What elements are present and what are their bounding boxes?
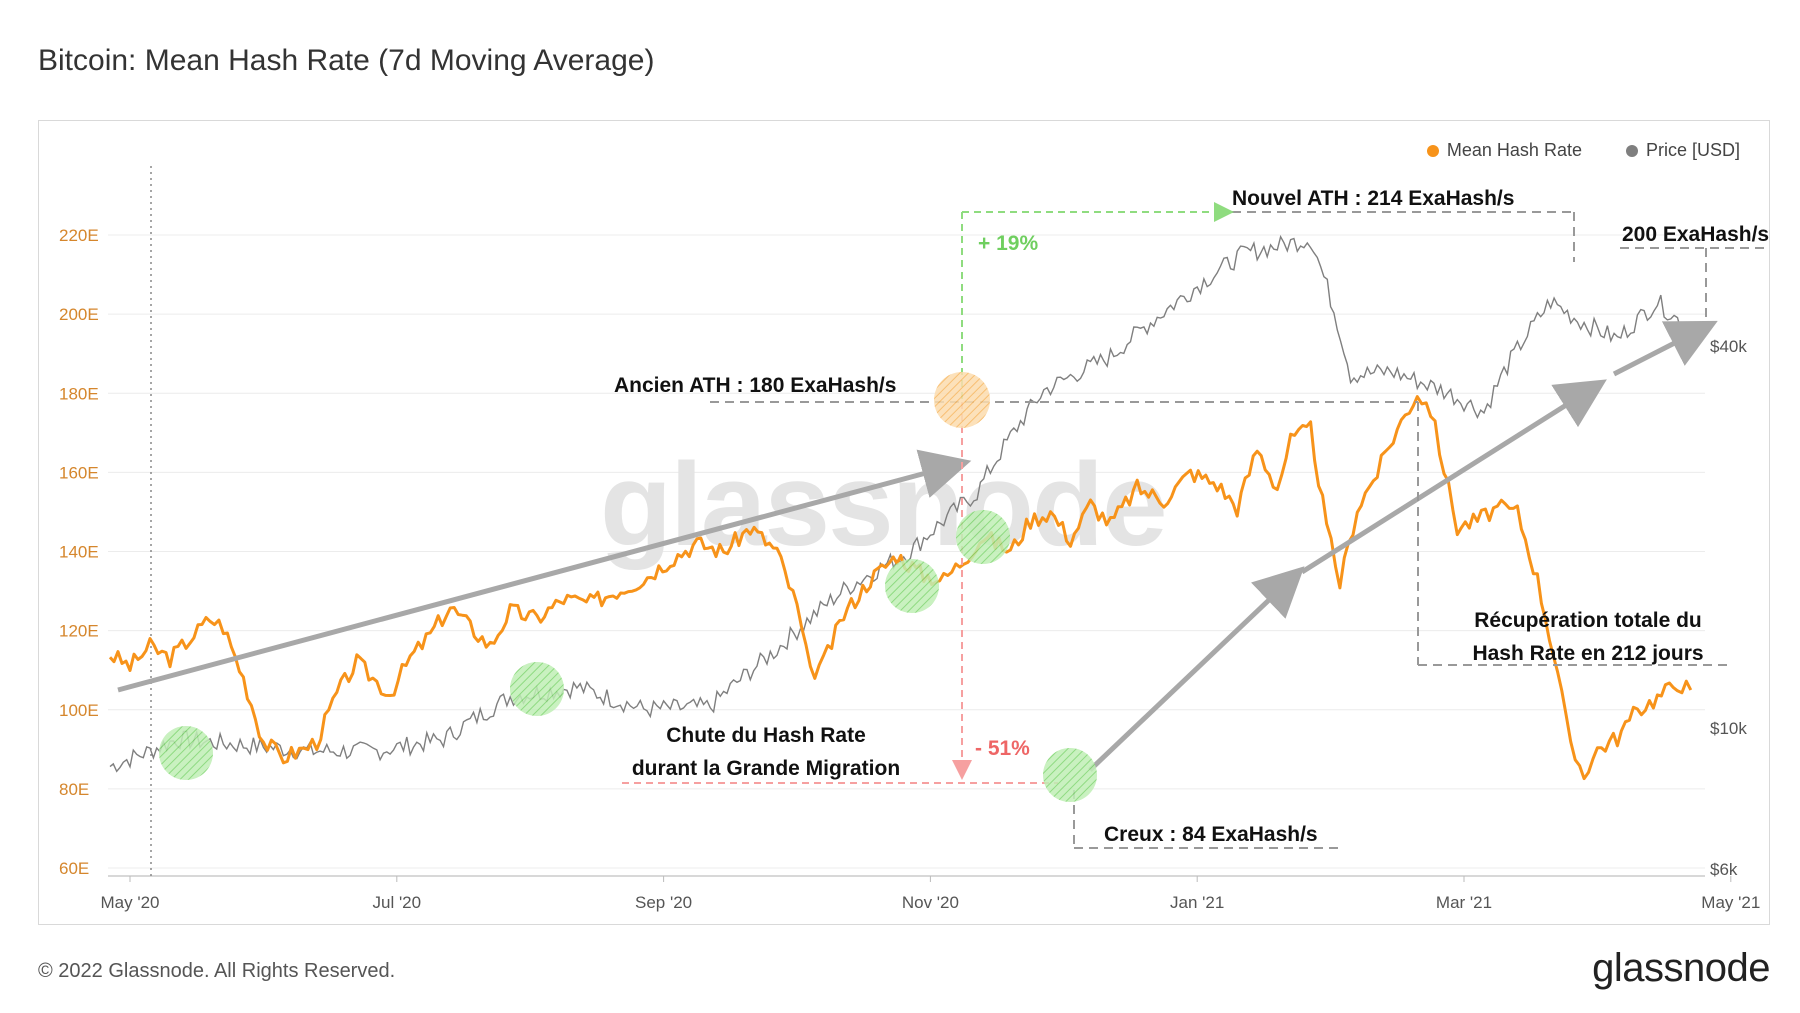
- y-tick-label-left: 180E: [59, 384, 99, 403]
- x-tick-label: May '20: [101, 893, 160, 912]
- x-tick-label: May '21: [1701, 893, 1760, 912]
- up-pct-label: + 19%: [978, 232, 1038, 255]
- hash-rate-line: [108, 395, 1693, 781]
- y-tick-label-left: 220E: [59, 226, 99, 245]
- drop-label-line1: Chute du Hash Rate: [666, 724, 866, 747]
- grid: [108, 234, 1705, 877]
- legend: Mean Hash Rate Price [USD]: [1426, 140, 1740, 161]
- y-tick-label-left: 80E: [59, 780, 89, 799]
- new-ath-label: Nouvel ATH : 214 ExaHash/s: [1232, 187, 1514, 210]
- price-dot-icon: [1625, 144, 1638, 157]
- level-200-label: 200 ExaHash/s: [1622, 223, 1769, 246]
- x-tick-label: Mar '21: [1436, 893, 1492, 912]
- trend-arrow-2: [1088, 566, 1305, 772]
- old-ath-circle: [934, 372, 990, 428]
- hash-dot-icon: [1426, 144, 1439, 157]
- x-tick-label: Sep '20: [635, 893, 692, 912]
- recovery-label-line1: Récupération totale du: [1474, 609, 1702, 632]
- glassnode-logo: glassnode: [1592, 946, 1770, 990]
- dip-circle-2: [510, 662, 564, 716]
- y-tick-label-left: 120E: [59, 622, 99, 641]
- old-ath-label: Ancien ATH : 180 ExaHash/s: [614, 374, 896, 397]
- trough-label: Creux : 84 ExaHash/s: [1104, 823, 1318, 846]
- x-tick-label: Nov '20: [902, 893, 959, 912]
- trend-arrow-4: [1612, 320, 1718, 377]
- dip-circle-4: [956, 510, 1010, 564]
- x-axis: May '20 Jul '20 Sep '20 Nov '20 Jan '21 Mar '…: [101, 876, 1760, 912]
- legend-item-hash[interactable]: Mean Hash Rate: [1426, 140, 1582, 161]
- trend-arrow-3: [1300, 379, 1607, 575]
- y-tick-label-left: 100E: [59, 701, 99, 720]
- drop-label-line2: durant la Grande Migration: [632, 757, 900, 780]
- hash-series: [108, 395, 1693, 781]
- dip-circle-3: [885, 559, 939, 613]
- legend-item-price[interactable]: Price [USD]: [1625, 140, 1740, 161]
- copyright: © 2022 Glassnode. All Rights Reserved.: [38, 960, 396, 982]
- chart-frame: [38, 120, 1770, 925]
- y-tick-label-right: $40k: [1710, 337, 1747, 356]
- x-tick-label: Jan '21: [1170, 893, 1224, 912]
- y-axis-left: 60E 80E 100E 120E 140E 160E 180E 200E 220E: [59, 226, 99, 878]
- watermark: glassnode: [600, 439, 1166, 571]
- recovery-label-line2: Hash Rate en 212 jours: [1472, 642, 1703, 665]
- dip-circle-1: [159, 726, 213, 780]
- trough-circle: [1043, 748, 1097, 802]
- trend-arrow-1: [117, 449, 972, 693]
- chart-title: Bitcoin: Mean Hash Rate (7d Moving Avera…: [38, 44, 655, 77]
- y-tick-label-left: 200E: [59, 305, 99, 324]
- legend-hash-label: Mean Hash Rate: [1446, 140, 1582, 160]
- x-tick-label: Jul '20: [372, 893, 421, 912]
- y-axis-right: $6k $10k $40k: [1710, 337, 1747, 879]
- y-tick-label-right: $10k: [1710, 719, 1747, 738]
- y-tick-label-right: $6k: [1710, 860, 1738, 879]
- y-tick-label-left: 60E: [59, 859, 89, 878]
- legend-price-label: Price [USD]: [1645, 140, 1740, 160]
- y-tick-label-left: 160E: [59, 463, 99, 482]
- y-tick-label-left: 140E: [59, 543, 99, 562]
- down-pct-label: - 51%: [975, 737, 1030, 760]
